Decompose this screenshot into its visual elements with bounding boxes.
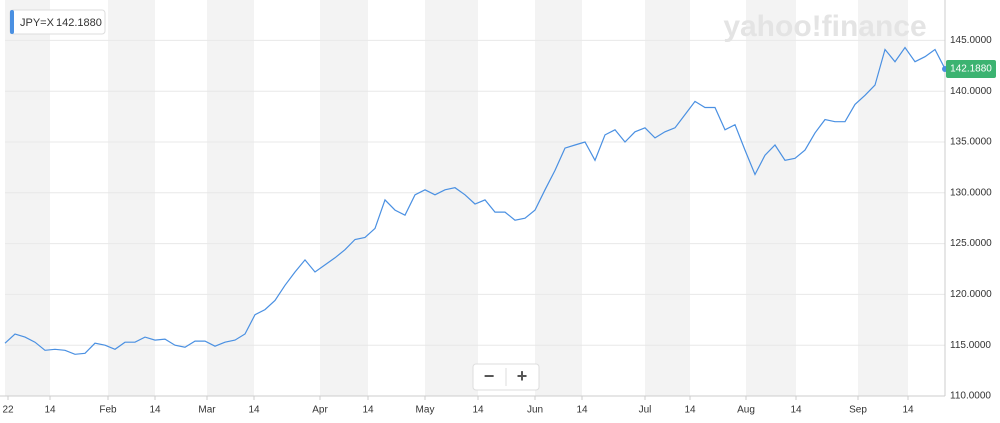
x-tick-label: 14 <box>362 405 374 416</box>
zoom-out[interactable]: − <box>484 366 495 386</box>
band <box>425 0 478 396</box>
band <box>746 0 796 396</box>
x-tick-label: 14 <box>790 405 802 416</box>
symbol-price: 142.1880 <box>56 17 102 29</box>
symbol: JPY=X <box>20 17 55 29</box>
price-tag-label: 142.1880 <box>950 64 992 75</box>
y-tick-label: 140.0000 <box>950 86 992 97</box>
y-tick-label: 130.0000 <box>950 187 992 198</box>
band <box>320 0 368 396</box>
x-tick-label: 22 <box>2 405 14 416</box>
symbol-swatch <box>10 10 14 34</box>
band <box>535 0 582 396</box>
band <box>645 0 690 396</box>
band <box>108 0 155 396</box>
x-tick-label: Feb <box>99 405 117 416</box>
plot: 142.1880 <box>4 46 996 355</box>
watermark: yahoo!finance <box>723 10 926 43</box>
bands <box>5 0 908 396</box>
x-tick-label: 14 <box>248 405 260 416</box>
band <box>207 0 254 396</box>
zoom-controls: − + <box>472 363 540 391</box>
x-tick-label: Sep <box>849 405 867 416</box>
x-tick-label: 14 <box>44 405 56 416</box>
x-tick-label: 14 <box>576 405 588 416</box>
x-tick-label: 14 <box>472 405 484 416</box>
zoom-in[interactable]: + <box>517 366 528 386</box>
x-tick-label: Jun <box>527 405 543 416</box>
y-tick-label: 135.0000 <box>950 137 992 148</box>
x-tick-label: 14 <box>902 405 914 416</box>
price-line <box>4 46 946 355</box>
x-tick-label: Aug <box>737 405 755 416</box>
band <box>5 0 50 396</box>
y-tick-label: 115.0000 <box>950 340 991 351</box>
x-tick-label: Jul <box>639 405 652 416</box>
y-tick-label: 145.0000 <box>950 35 992 46</box>
x-tick-label: Mar <box>198 405 216 416</box>
y-tick-label: 125.0000 <box>950 238 992 249</box>
y-tick-label: 110.0000 <box>950 391 991 402</box>
x-tick-label: 14 <box>149 405 161 416</box>
x-tick-label: Apr <box>312 405 328 416</box>
x-tick-label: May <box>416 405 435 416</box>
x-tick-label: 14 <box>684 405 696 416</box>
band <box>858 0 908 396</box>
price-tag <box>946 59 996 78</box>
y-tick-label: 120.0000 <box>950 289 992 300</box>
